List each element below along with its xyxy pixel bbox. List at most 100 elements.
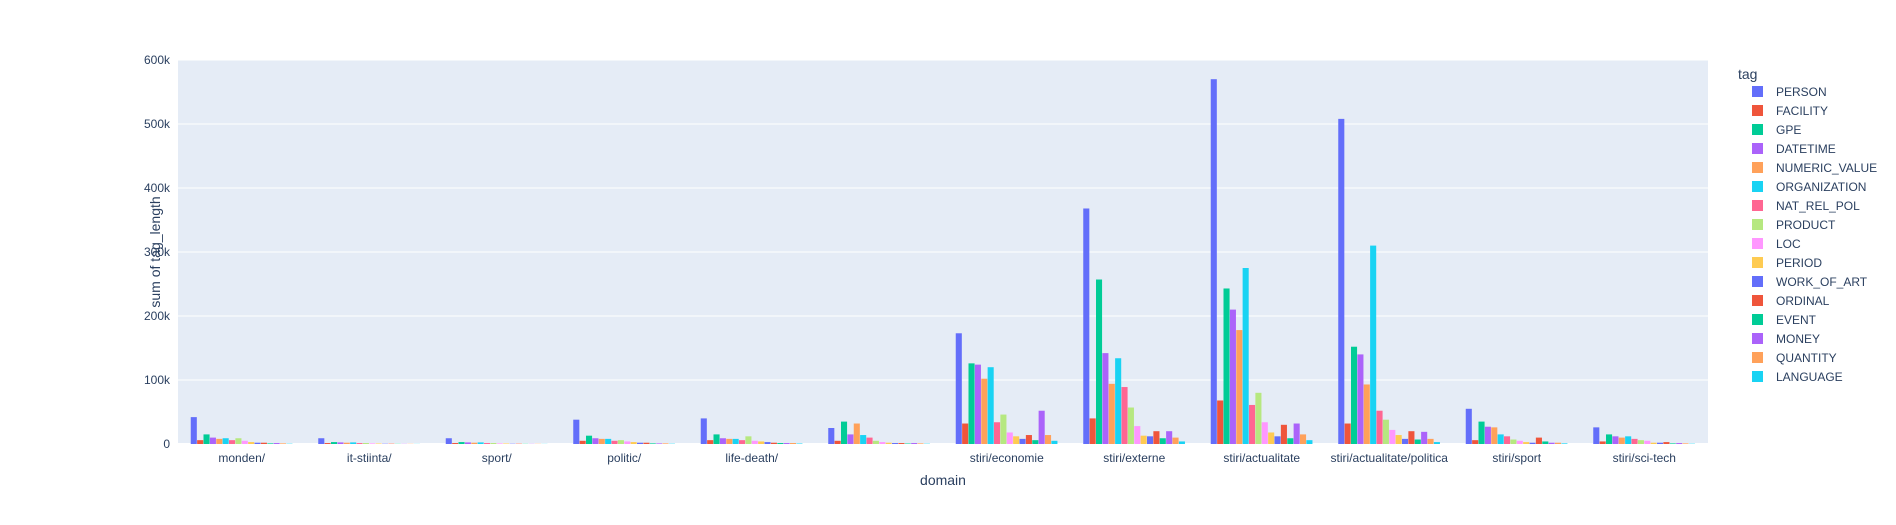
legend-swatch: [1752, 352, 1763, 363]
bar: [1045, 435, 1052, 444]
legend-swatch: [1752, 86, 1763, 97]
legend-label: MONEY: [1776, 332, 1820, 346]
bar: [1682, 443, 1689, 444]
bar: [248, 442, 255, 444]
bar: [1025, 435, 1032, 444]
legend-swatch: [1752, 276, 1763, 287]
bar: [1421, 431, 1428, 444]
bar: [1606, 434, 1613, 444]
bar: [1121, 387, 1128, 444]
bar: [1555, 442, 1562, 444]
legend-swatch: [1752, 295, 1763, 306]
bar: [860, 435, 867, 444]
y-axis-title: sum of tag_length: [147, 196, 163, 307]
bar: [362, 443, 369, 444]
bar: [872, 440, 879, 444]
bar: [1593, 427, 1600, 444]
bar: [1676, 443, 1683, 444]
bar: [796, 443, 803, 444]
bar: [1159, 438, 1166, 444]
bar: [1625, 436, 1632, 444]
legend-swatch: [1752, 124, 1763, 135]
bar: [1153, 431, 1160, 444]
bar: [751, 440, 758, 444]
bar: [1669, 443, 1676, 444]
bar: [885, 442, 892, 444]
bar: [917, 443, 924, 444]
x-axis-title: domain: [920, 472, 966, 488]
bar: [1089, 418, 1096, 444]
legend-swatch: [1752, 162, 1763, 173]
bar: [573, 419, 580, 444]
bar: [1370, 245, 1377, 444]
bar: [1542, 441, 1549, 444]
bar: [1006, 432, 1013, 444]
bar: [911, 443, 918, 444]
bar: [1414, 439, 1421, 444]
bar: [1217, 400, 1224, 444]
legend-swatch: [1752, 200, 1763, 211]
gridlines: [178, 59, 1708, 445]
bar: [1083, 208, 1090, 444]
bar: [719, 438, 726, 444]
bar: [962, 423, 969, 444]
bar: [267, 443, 274, 444]
x-tick-label: stiri/externe: [1103, 451, 1165, 465]
y-tick-labels: 0 100k 200k 300k 400k 500k 600k: [144, 53, 171, 451]
bar: [987, 367, 994, 444]
bar: [726, 438, 733, 444]
bar: [898, 443, 905, 444]
bar: [1338, 118, 1345, 444]
bar: [1019, 438, 1026, 444]
bar: [1657, 442, 1664, 444]
bar: [853, 423, 860, 444]
bar: [1249, 404, 1256, 444]
bar: [955, 333, 962, 444]
bar: [1166, 431, 1173, 444]
bar: [1306, 440, 1313, 444]
bar: [241, 440, 248, 444]
bar: [598, 438, 605, 444]
bar: [707, 440, 714, 444]
bar: [490, 443, 497, 444]
bar: [1236, 330, 1243, 444]
bar: [968, 363, 975, 444]
bar: [994, 422, 1001, 444]
bar: [1484, 426, 1491, 444]
bar: [790, 443, 797, 444]
bar: [1427, 438, 1434, 444]
bar: [592, 438, 599, 444]
bar: [356, 443, 363, 444]
bar: [783, 443, 790, 444]
bar: [1395, 435, 1402, 444]
bar: [496, 443, 503, 444]
bar: [369, 443, 376, 444]
bar: [260, 442, 267, 444]
legend-label: PERSON: [1776, 85, 1827, 99]
bar: [190, 417, 197, 444]
legend-label: EVENT: [1776, 313, 1817, 327]
bar: [350, 442, 357, 444]
bar: [611, 440, 618, 444]
bar: [1618, 437, 1625, 444]
bar: [452, 443, 459, 444]
bar: [700, 418, 707, 444]
bar: [331, 442, 338, 444]
bar: [866, 437, 873, 444]
bar: [1300, 434, 1307, 444]
bar: [1038, 410, 1045, 444]
bar: [1650, 442, 1657, 444]
legend-label: PRODUCT: [1776, 218, 1836, 232]
bar: [974, 364, 981, 444]
bar: [643, 442, 650, 444]
bar: [1051, 440, 1058, 444]
bar: [216, 438, 223, 444]
bar: [1127, 407, 1134, 444]
bar: [1357, 354, 1364, 444]
bar: [1612, 436, 1619, 444]
bar: [229, 440, 236, 444]
legend-swatch: [1752, 314, 1763, 325]
legend-label: QUANTITY: [1776, 351, 1837, 365]
x-tick-label: life-death/: [725, 451, 778, 465]
legend-label: NUMERIC_VALUE: [1776, 161, 1877, 175]
